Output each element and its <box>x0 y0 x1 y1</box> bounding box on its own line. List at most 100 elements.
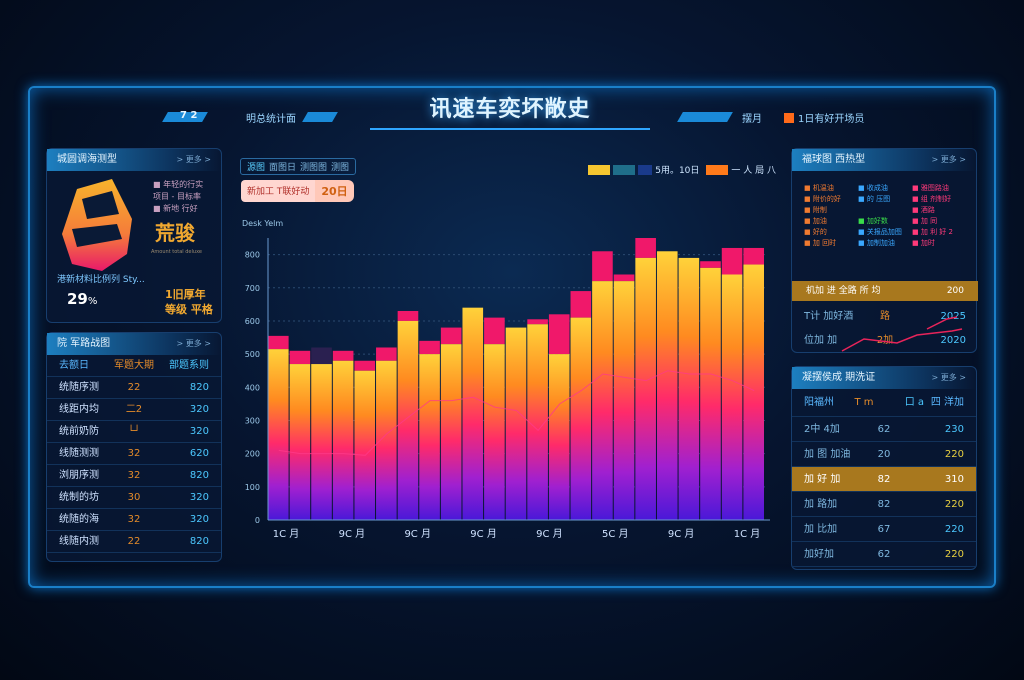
bar <box>527 324 548 520</box>
legend-item: ■ 加好数 <box>858 217 888 225</box>
filter[interactable]: 新加工 T联好动 20日 <box>241 180 354 202</box>
table-cell: 线距内均 <box>59 404 99 415</box>
bar-cap <box>592 251 613 282</box>
header-stripe <box>677 112 733 122</box>
table-cell: 线随测测 <box>59 448 99 459</box>
table-row[interactable]: 加 比加 67 220 <box>792 517 976 542</box>
more-link[interactable]: > 更多 > <box>176 339 212 348</box>
table-row[interactable]: 加 好 加 82 310 <box>792 467 976 492</box>
tab-1[interactable]: 面图日 <box>269 163 297 173</box>
legend-item: ■ 雅图路油 <box>912 184 949 192</box>
bar-chart: Desk Yelm 0 100 200 300 400 500 600 700 800 1C 月 9C… <box>242 219 770 540</box>
highlight-text: 等级 平格 <box>165 303 213 316</box>
column-header: 四 洋加 <box>930 397 964 408</box>
table-cell: 浏朋序测 <box>59 470 99 481</box>
bar <box>462 307 484 520</box>
table-row[interactable]: 浏朋序测 32 820 <box>47 465 221 487</box>
column-header: 口 a <box>904 397 924 408</box>
table-cell: 统随序测 <box>59 382 99 393</box>
y-tick-label: 400 <box>245 383 260 392</box>
bar-cap <box>743 247 764 265</box>
table-row[interactable]: 统前奶防 └┘ 320 <box>47 421 221 443</box>
right-top-panel: 福球图 西热型 > 更多 > ■ 机温油 ■ 收成油 ■ 雅图路油 ■ 附价的好 ■ 的 … <box>791 148 978 353</box>
table-cell: 82 <box>877 474 891 485</box>
y-tick-label: 800 <box>245 251 260 260</box>
bar-cap <box>311 347 332 365</box>
panel-header: 福球图 西热型 > 更多 > <box>792 149 976 171</box>
table-cell: └┘ <box>127 426 141 437</box>
bar <box>678 257 700 520</box>
row-cell: 位加 加 <box>804 335 838 346</box>
y-tick-label: 0 <box>255 516 260 525</box>
table-cell: 30 <box>127 492 141 503</box>
row-value: 200 <box>946 286 964 296</box>
legend-item: ■ 组 剂制好 <box>912 195 952 203</box>
column-header: 军题大期 <box>114 360 154 371</box>
y-axis-label: Desk Yelm <box>242 219 283 228</box>
table-cell: 220 <box>944 549 964 560</box>
bar <box>354 370 376 520</box>
legend-item: ■ 的 压图 <box>858 195 891 203</box>
table-cell: 统随的海 <box>59 514 99 525</box>
table-row[interactable]: 统随序测 22 820 <box>47 377 221 399</box>
filter-value: 20日 <box>315 180 354 202</box>
big-label: 荒骏 <box>155 221 195 245</box>
table-cell: 320 <box>189 404 209 415</box>
page-title: 讯速车奕坏敞史 <box>370 90 650 130</box>
table-row[interactable]: 加好加 62 220 <box>792 542 976 567</box>
bar-cap <box>397 310 419 321</box>
tab-0[interactable]: 源图 <box>247 163 266 173</box>
bar-cap <box>332 350 354 361</box>
table-cell: 加 图 加油 <box>804 449 851 460</box>
table-row[interactable]: 统制的坊 30 320 <box>47 487 221 509</box>
legend-swatch <box>588 164 611 175</box>
legend-item: ■ 年轻的行实 <box>153 180 204 189</box>
bar <box>656 251 678 521</box>
sub-label: Amount total deluxe <box>151 249 202 255</box>
highlight-row[interactable]: 机加 进 全路 所 均 200 <box>792 281 978 301</box>
table-row[interactable]: 线随内测 22 820 <box>47 531 221 553</box>
panel-title: 院 军路战图 <box>57 338 111 349</box>
x-tick-label: 1C 月 <box>273 528 300 540</box>
panel-title: 凝摆侯成 期洗证 <box>802 372 876 383</box>
bar-cap <box>613 274 635 282</box>
table-row[interactable]: 加 路加 82 220 <box>792 492 976 517</box>
legend-item: ■ 新地 行好 <box>153 204 198 213</box>
column-header: 阳福州 <box>804 397 834 408</box>
table-cell: 620 <box>189 448 209 459</box>
table-header: 阳福州 T m 口 a 四 洋加 <box>792 389 976 417</box>
header-stripe <box>302 112 338 122</box>
tab-2[interactable]: 测图图 <box>300 163 328 173</box>
bar-cap <box>548 314 570 355</box>
table-row[interactable]: 加 图 加油 20 220 <box>792 442 976 467</box>
bar <box>440 344 462 520</box>
bar <box>289 364 311 520</box>
bar <box>700 267 721 520</box>
table-row[interactable]: 统随的海 32 320 <box>47 509 221 531</box>
more-link[interactable]: > 更多 > <box>931 373 967 382</box>
bar <box>332 360 354 520</box>
table-row[interactable]: 线随测测 32 620 <box>47 443 221 465</box>
legend-swatch <box>706 164 729 175</box>
trend-row: T计 加好酒 路 2025 <box>792 305 978 329</box>
panel-header: 城圆调海测型 > 更多 > <box>47 149 221 171</box>
more-link[interactable]: > 更多 > <box>176 155 212 164</box>
highlight-text: 1旧厚年 <box>165 288 206 301</box>
legend-item: ■ 附制 <box>804 206 827 214</box>
table-row[interactable]: 2中 4加 62 230 <box>792 417 976 442</box>
table-cell: 22 <box>127 536 141 547</box>
header-right-item[interactable]: 1日有好开场员 <box>784 110 864 125</box>
table-cell: 220 <box>944 524 964 535</box>
table-cell: 820 <box>189 382 209 393</box>
tab-bar: 源图 面图日 测图图 测图 <box>240 158 357 175</box>
table-cell: 统前奶防 <box>59 426 99 437</box>
more-link[interactable]: > 更多 > <box>931 155 967 164</box>
row-cell: 2025 <box>940 311 966 322</box>
y-tick-label: 700 <box>245 284 260 293</box>
table-row[interactable]: 线距内均 二2 320 <box>47 399 221 421</box>
left-summary-panel: 城圆调海测型 > 更多 > ■ 年轻的行实 项目 - 目标率 ■ 新地 行好 荒骏… <box>46 148 222 323</box>
header-left-label: 明总统计面 <box>246 114 296 125</box>
table-cell: 320 <box>189 426 209 437</box>
tab-3[interactable]: 测图 <box>331 163 350 173</box>
table-cell: 230 <box>944 424 964 435</box>
